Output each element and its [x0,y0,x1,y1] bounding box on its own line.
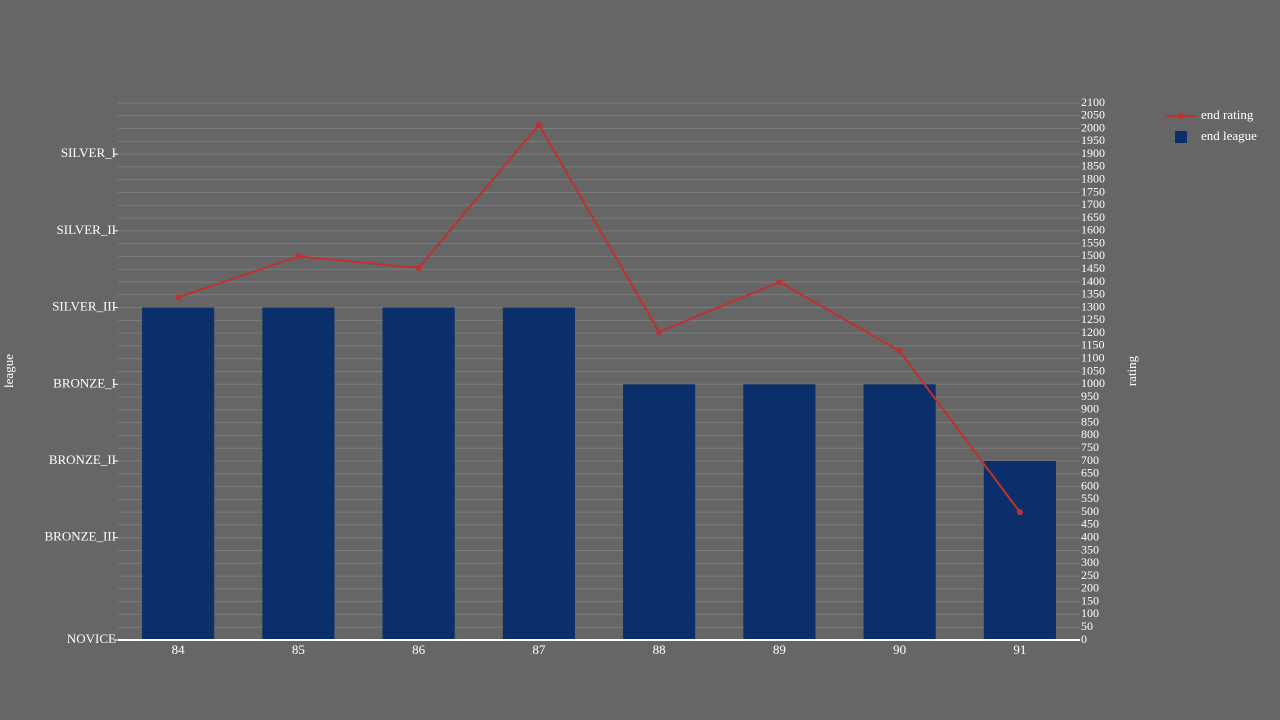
bar [502,307,575,640]
y2-tick-label: 1200 [1081,325,1105,339]
y2-tick-label: 300 [1081,555,1099,569]
y2-tick-label: 500 [1081,504,1099,518]
y2-tick-label: 100 [1081,606,1099,620]
y2-tick-label: 1650 [1081,210,1105,224]
y2-tick-label: 1950 [1081,133,1105,147]
y2-tick-label: 1900 [1081,146,1105,160]
y2-tick-label: 1400 [1081,274,1105,288]
x-tick-label: 85 [292,642,305,657]
y2-tick-label: 700 [1081,453,1099,467]
bar [262,307,335,640]
y2-tick-label: 1600 [1081,223,1105,237]
y2-tick-label: 850 [1081,414,1099,428]
y2-tick-label: 950 [1081,389,1099,403]
y2-tick-label: 1050 [1081,363,1105,377]
y2-tick-label: 1700 [1081,197,1105,211]
y2-tick-label: 200 [1081,581,1099,595]
x-tick-label: 88 [653,642,666,657]
point [776,279,783,285]
y2-tick-label: 1100 [1081,350,1105,364]
y2-tick-label: 600 [1081,478,1099,492]
y2-tick-label: 1550 [1081,235,1105,249]
x-tick-label: 90 [893,642,906,657]
bar [983,461,1056,640]
point [656,328,663,335]
y-tick-label: SILVER_I [61,145,116,160]
point [295,253,302,260]
x-tick-label: 86 [412,642,426,657]
point [415,264,422,271]
y2-tick-label: 650 [1081,466,1099,480]
y2-tick-label: 1450 [1081,261,1105,275]
bar [863,384,936,640]
point [896,348,903,355]
y2-tick-label: 1000 [1081,376,1105,390]
y2-tick-label: 1250 [1081,312,1105,326]
y-tick-label: BRONZE_I [53,375,116,390]
y2-tick-label: 250 [1081,568,1099,582]
point [175,294,182,301]
bar [382,307,455,640]
y-tick-label: NOVICE [67,631,116,646]
y2-tick-label: 50 [1081,619,1093,633]
point [1016,509,1023,516]
x-tick-label: 87 [532,642,546,657]
y2-tick-label: 0 [1081,632,1087,646]
y2-tick-label: 350 [1081,542,1099,556]
y2-tick-label: 1300 [1081,299,1105,313]
y2-tick-label: 450 [1081,517,1099,531]
y2-tick-label: 1850 [1081,159,1105,173]
legend-label: end league [1201,128,1257,143]
bar [743,384,816,640]
x-tick-label: 84 [172,642,186,657]
x-tick-label: 89 [773,642,786,657]
y2-tick-label: 150 [1081,593,1099,607]
y2-tick-label: 2000 [1081,120,1105,134]
x-tick-label: 91 [1013,642,1026,657]
y2-tick-label: 1350 [1081,287,1105,301]
y2-tick-label: 550 [1081,491,1099,505]
y2-tick-label: 400 [1081,529,1099,543]
y2-tick-label: 2050 [1081,108,1105,122]
y2-axis-title: rating [1124,355,1139,386]
line [177,123,1021,513]
point [535,121,542,128]
y2-tick-label: 2100 [1081,95,1105,109]
y2-tick-label: 1750 [1081,184,1105,198]
bar [142,307,215,640]
legend-label: end rating [1201,107,1254,122]
bar [623,384,696,640]
legend-swatch [1175,131,1187,143]
y-tick-label: BRONZE_III [45,529,117,544]
y-axis-title: league [1,354,16,388]
y2-tick-label: 750 [1081,440,1099,454]
y2-tick-label: 1500 [1081,248,1105,262]
y-tick-label: SILVER_II [57,222,116,237]
y2-tick-label: 1150 [1081,338,1105,352]
y2-tick-label: 900 [1081,402,1099,416]
y2-tick-label: 800 [1081,427,1099,441]
legend-point [1178,113,1184,119]
y-tick-label: BRONZE_II [49,452,116,467]
y-tick-label: SILVER_III [52,299,116,314]
y2-tick-label: 1800 [1081,171,1105,185]
